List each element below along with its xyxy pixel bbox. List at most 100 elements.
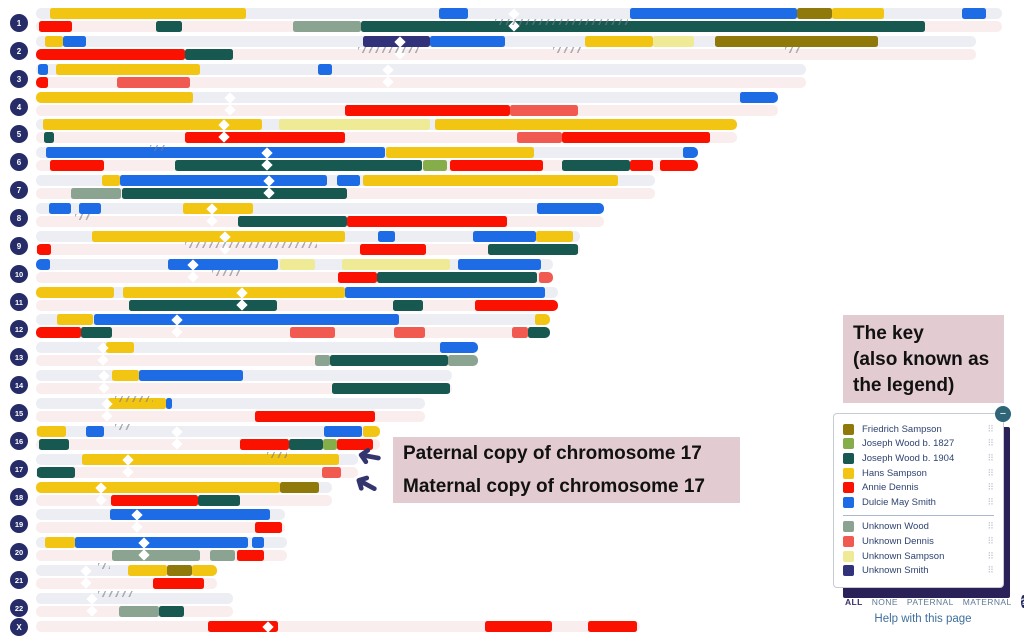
dna-segment[interactable] bbox=[166, 398, 172, 409]
drag-handle-icon[interactable]: ⠿ bbox=[987, 452, 994, 463]
chromosome-8-paternal-bar[interactable] bbox=[36, 203, 604, 214]
chromosome-10-maternal-bar[interactable] bbox=[36, 271, 553, 283]
help-icon[interactable]: ? bbox=[1020, 595, 1024, 608]
dna-segment[interactable] bbox=[394, 326, 425, 338]
dna-segment[interactable] bbox=[324, 426, 362, 437]
dna-segment[interactable] bbox=[332, 382, 450, 394]
dna-segment[interactable] bbox=[192, 565, 217, 576]
dna-segment[interactable] bbox=[347, 215, 507, 227]
dna-segment[interactable] bbox=[63, 36, 86, 47]
dna-segment[interactable] bbox=[338, 271, 377, 283]
dna-segment[interactable] bbox=[450, 159, 543, 171]
dna-segment[interactable] bbox=[45, 36, 63, 47]
dna-segment[interactable] bbox=[517, 131, 562, 143]
dna-segment[interactable] bbox=[377, 271, 537, 283]
dna-segment[interactable] bbox=[117, 76, 190, 88]
drag-handle-icon[interactable]: ⠿ bbox=[987, 482, 994, 493]
dna-segment[interactable] bbox=[510, 104, 578, 116]
dna-segment[interactable] bbox=[360, 243, 426, 255]
dna-segment[interactable] bbox=[129, 299, 277, 311]
dna-segment[interactable] bbox=[175, 159, 422, 171]
drag-handle-icon[interactable]: ⠿ bbox=[987, 467, 994, 478]
dna-segment[interactable] bbox=[168, 259, 278, 270]
dna-segment[interactable] bbox=[562, 159, 630, 171]
dna-segment[interactable] bbox=[81, 326, 112, 338]
dna-segment[interactable] bbox=[39, 438, 69, 450]
dna-segment[interactable] bbox=[458, 259, 541, 270]
chromosome-2-paternal-bar[interactable] bbox=[36, 36, 976, 47]
dna-segment[interactable] bbox=[345, 104, 510, 116]
dna-segment[interactable] bbox=[45, 537, 75, 548]
drag-handle-icon[interactable]: ⠿ bbox=[987, 438, 994, 449]
dna-segment[interactable] bbox=[363, 175, 618, 186]
dna-segment[interactable] bbox=[528, 326, 550, 338]
dna-segment[interactable] bbox=[102, 175, 120, 186]
dna-segment[interactable] bbox=[108, 398, 166, 409]
filter-none[interactable]: NONE bbox=[871, 596, 898, 607]
chromosome-15-paternal-bar[interactable] bbox=[36, 398, 425, 409]
dna-segment[interactable] bbox=[280, 259, 315, 270]
chromosome-6-paternal-bar[interactable] bbox=[36, 147, 698, 158]
chromosome-22-paternal-bar[interactable] bbox=[36, 593, 233, 604]
chromosome-7-paternal-bar[interactable] bbox=[36, 175, 655, 186]
chromosome-5-paternal-bar[interactable] bbox=[36, 119, 737, 130]
dna-segment[interactable] bbox=[36, 76, 48, 88]
dna-segment[interactable] bbox=[112, 370, 139, 381]
chromosome-14-paternal-bar[interactable] bbox=[36, 370, 452, 381]
help-link[interactable]: Help with this page bbox=[874, 613, 972, 625]
dna-segment[interactable] bbox=[683, 147, 698, 158]
dna-segment[interactable] bbox=[128, 565, 167, 576]
dna-segment[interactable] bbox=[660, 159, 698, 171]
dna-segment[interactable] bbox=[588, 621, 637, 632]
dna-segment[interactable] bbox=[36, 482, 280, 493]
dna-segment[interactable] bbox=[49, 203, 71, 214]
dna-segment[interactable] bbox=[183, 203, 253, 214]
dna-segment[interactable] bbox=[38, 64, 48, 75]
dna-segment[interactable] bbox=[797, 8, 832, 19]
dna-segment[interactable] bbox=[120, 175, 327, 186]
chromosome-18-paternal-bar[interactable] bbox=[36, 482, 332, 493]
chromosome-16-paternal-bar[interactable] bbox=[36, 426, 380, 437]
dna-segment[interactable] bbox=[37, 243, 51, 255]
dna-segment[interactable] bbox=[361, 20, 925, 32]
dna-segment[interactable] bbox=[323, 438, 337, 450]
dna-segment[interactable] bbox=[43, 119, 262, 130]
drag-handle-icon[interactable]: ⠿ bbox=[987, 550, 994, 561]
dna-segment[interactable] bbox=[740, 92, 778, 103]
dna-segment[interactable] bbox=[198, 494, 240, 506]
dna-segment[interactable] bbox=[342, 259, 450, 270]
chromosome-7-maternal-bar[interactable] bbox=[36, 187, 655, 199]
dna-segment[interactable] bbox=[539, 271, 553, 283]
chromosome-10-paternal-bar[interactable] bbox=[36, 259, 553, 270]
dna-segment[interactable] bbox=[71, 187, 121, 199]
dna-segment[interactable] bbox=[79, 203, 101, 214]
dna-segment[interactable] bbox=[537, 203, 604, 214]
dna-segment[interactable] bbox=[112, 549, 200, 561]
legend-item[interactable]: Unknown Smith ⠿ bbox=[843, 563, 994, 578]
chromosome-2-maternal-bar[interactable] bbox=[36, 48, 976, 60]
dna-segment[interactable] bbox=[330, 354, 448, 366]
dna-segment[interactable] bbox=[535, 314, 550, 325]
chromosome-11-paternal-bar[interactable] bbox=[36, 287, 558, 298]
chromosome-19-maternal-bar[interactable] bbox=[36, 521, 285, 533]
dna-segment[interactable] bbox=[315, 354, 330, 366]
dna-segment[interactable] bbox=[255, 521, 282, 533]
chromosome-18-maternal-bar[interactable] bbox=[36, 494, 332, 506]
dna-segment[interactable] bbox=[156, 20, 182, 32]
dna-segment[interactable] bbox=[167, 565, 192, 576]
dna-segment[interactable] bbox=[44, 131, 54, 143]
dna-segment[interactable] bbox=[289, 438, 323, 450]
chromosome-17-paternal-bar[interactable] bbox=[36, 454, 358, 465]
chromosome-5-maternal-bar[interactable] bbox=[36, 131, 737, 143]
legend-item[interactable]: Dulcie May Smith ⠿ bbox=[843, 495, 994, 510]
dna-segment[interactable] bbox=[630, 8, 797, 19]
chromosome-9-paternal-bar[interactable] bbox=[36, 231, 580, 242]
dna-segment[interactable] bbox=[473, 231, 536, 242]
chromosome-12-paternal-bar[interactable] bbox=[36, 314, 550, 325]
dna-segment[interactable] bbox=[159, 605, 184, 617]
dna-segment[interactable] bbox=[50, 8, 246, 19]
legend-item[interactable]: Friedrich Sampson ⠿ bbox=[843, 422, 994, 437]
filter-maternal[interactable]: MATERNAL bbox=[962, 596, 1012, 607]
dna-segment[interactable] bbox=[512, 326, 528, 338]
chromosome-8-maternal-bar[interactable] bbox=[36, 215, 604, 227]
